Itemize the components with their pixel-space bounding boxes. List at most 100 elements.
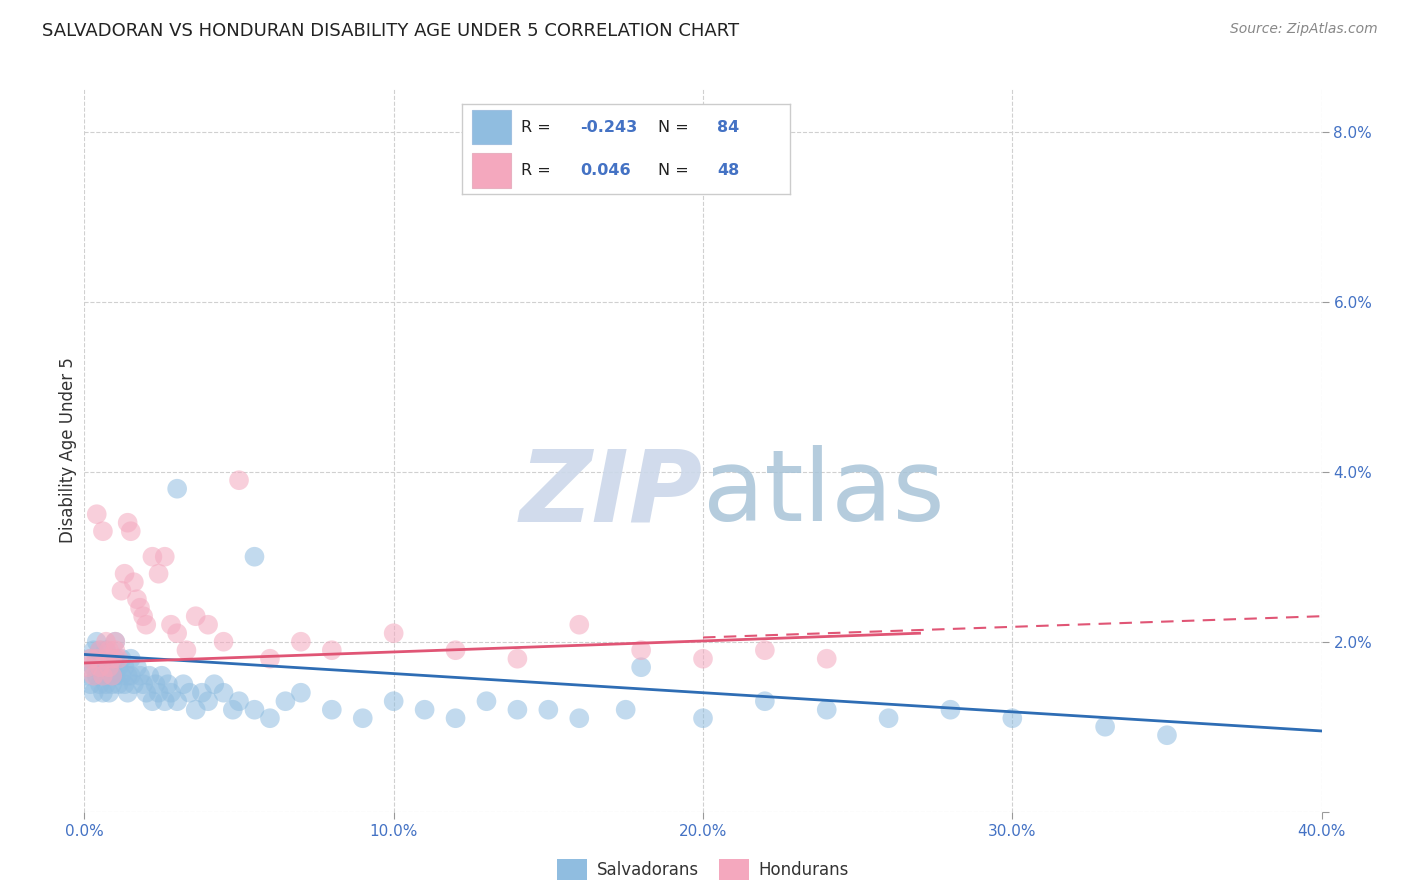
Point bbox=[98, 643, 121, 657]
Point bbox=[172, 677, 194, 691]
Point bbox=[877, 711, 900, 725]
Point bbox=[91, 524, 114, 539]
Point bbox=[129, 600, 152, 615]
Point bbox=[101, 669, 124, 683]
Point bbox=[166, 626, 188, 640]
Point bbox=[179, 686, 201, 700]
Point bbox=[568, 711, 591, 725]
Point bbox=[444, 711, 467, 725]
Point bbox=[104, 651, 127, 665]
Point bbox=[104, 634, 127, 648]
Point bbox=[1094, 720, 1116, 734]
Point bbox=[86, 651, 108, 665]
Point bbox=[166, 694, 188, 708]
Point bbox=[1156, 728, 1178, 742]
Point bbox=[537, 703, 560, 717]
Point bbox=[120, 524, 142, 539]
Point bbox=[815, 651, 838, 665]
Point bbox=[91, 669, 114, 683]
Point bbox=[228, 694, 250, 708]
Point bbox=[83, 660, 105, 674]
Point bbox=[506, 703, 529, 717]
Point bbox=[197, 694, 219, 708]
Point bbox=[184, 609, 207, 624]
Point bbox=[475, 694, 498, 708]
Point bbox=[83, 669, 105, 683]
Point bbox=[754, 643, 776, 657]
Point bbox=[243, 549, 266, 564]
Point bbox=[184, 703, 207, 717]
Point bbox=[166, 482, 188, 496]
Point bbox=[120, 651, 142, 665]
Point bbox=[94, 634, 117, 648]
Point bbox=[91, 686, 114, 700]
Point bbox=[141, 549, 163, 564]
Point bbox=[135, 686, 157, 700]
Point bbox=[76, 669, 98, 683]
Point bbox=[382, 694, 405, 708]
Point bbox=[1001, 711, 1024, 725]
Point bbox=[91, 669, 114, 683]
Point bbox=[290, 686, 312, 700]
Point bbox=[141, 694, 163, 708]
Point bbox=[444, 643, 467, 657]
Text: atlas: atlas bbox=[703, 445, 945, 542]
Point bbox=[153, 549, 176, 564]
Point bbox=[212, 686, 235, 700]
Point bbox=[160, 617, 183, 632]
Point bbox=[259, 651, 281, 665]
Point bbox=[228, 473, 250, 487]
Point bbox=[568, 617, 591, 632]
Text: Source: ZipAtlas.com: Source: ZipAtlas.com bbox=[1230, 22, 1378, 37]
Point bbox=[145, 677, 167, 691]
Point bbox=[91, 651, 114, 665]
Point bbox=[104, 669, 127, 683]
Point bbox=[83, 686, 105, 700]
Point bbox=[222, 703, 245, 717]
Point bbox=[413, 703, 436, 717]
Point bbox=[939, 703, 962, 717]
Point bbox=[321, 643, 343, 657]
Y-axis label: Disability Age Under 5: Disability Age Under 5 bbox=[59, 358, 77, 543]
Point bbox=[243, 703, 266, 717]
Point bbox=[153, 694, 176, 708]
Point bbox=[94, 643, 117, 657]
Point bbox=[98, 660, 121, 674]
Point bbox=[117, 516, 139, 530]
Text: SALVADORAN VS HONDURAN DISABILITY AGE UNDER 5 CORRELATION CHART: SALVADORAN VS HONDURAN DISABILITY AGE UN… bbox=[42, 22, 740, 40]
Point bbox=[104, 634, 127, 648]
Point bbox=[98, 669, 121, 683]
Point bbox=[107, 651, 129, 665]
Point bbox=[107, 677, 129, 691]
Point bbox=[202, 677, 225, 691]
Point bbox=[382, 626, 405, 640]
Point bbox=[101, 677, 124, 691]
Point bbox=[83, 643, 105, 657]
Point bbox=[148, 566, 170, 581]
Point bbox=[191, 686, 214, 700]
Point bbox=[89, 660, 111, 674]
Point bbox=[110, 669, 132, 683]
Point bbox=[120, 669, 142, 683]
Point bbox=[89, 643, 111, 657]
Point bbox=[107, 660, 129, 674]
Point bbox=[114, 660, 136, 674]
Point bbox=[150, 669, 173, 683]
Point bbox=[86, 669, 108, 683]
Point bbox=[94, 677, 117, 691]
Point bbox=[101, 660, 124, 674]
Point bbox=[129, 669, 152, 683]
Point bbox=[506, 651, 529, 665]
Point bbox=[176, 643, 198, 657]
Point bbox=[122, 575, 145, 590]
Point bbox=[754, 694, 776, 708]
Point bbox=[89, 660, 111, 674]
Point bbox=[79, 651, 101, 665]
Point bbox=[132, 609, 155, 624]
Point bbox=[132, 677, 155, 691]
Point bbox=[110, 583, 132, 598]
Point bbox=[630, 660, 652, 674]
Text: ZIP: ZIP bbox=[520, 445, 703, 542]
Point bbox=[101, 651, 124, 665]
Point bbox=[321, 703, 343, 717]
